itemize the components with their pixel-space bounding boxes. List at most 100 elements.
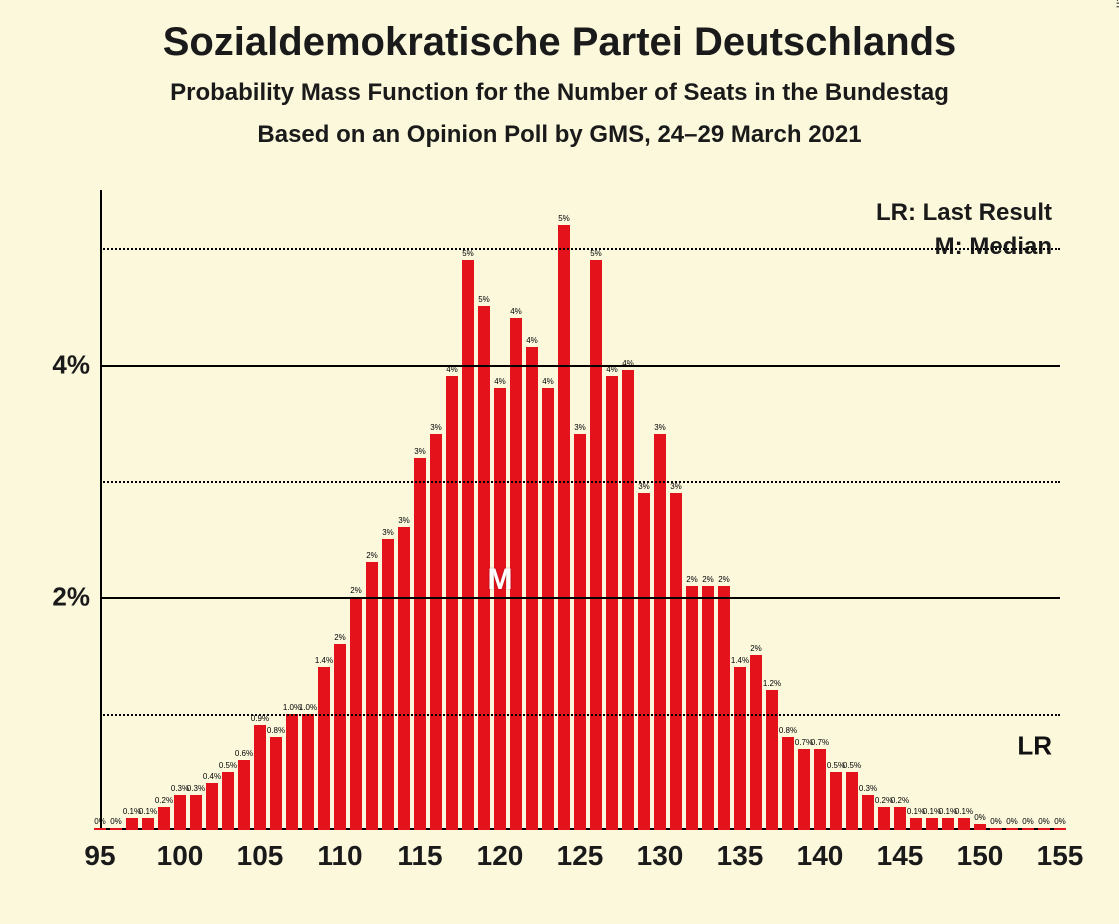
- bar: 2%: [334, 644, 346, 830]
- bar: 4%: [622, 370, 634, 830]
- plot-area: 0%0%0.1%0.1%0.2%0.3%0.3%0.4%0.5%0.6%0.9%…: [60, 190, 1080, 870]
- x-tick-label: 140: [797, 830, 844, 872]
- median-marker: M: [488, 563, 513, 597]
- subtitle-1: Probability Mass Function for the Number…: [0, 79, 1119, 107]
- bar-value-label: 4%: [510, 307, 522, 316]
- bar: 0.8%: [270, 737, 282, 830]
- bar: 4%: [494, 388, 506, 830]
- bar-value-label: 0.7%: [811, 738, 829, 747]
- bar: 1.2%: [766, 690, 778, 830]
- bar: 0.2%: [158, 807, 170, 830]
- x-tick-label: 155: [1037, 830, 1084, 872]
- bar-value-label: 0.8%: [779, 726, 797, 735]
- x-tick-label: 145: [877, 830, 924, 872]
- bar-value-label: 1.4%: [731, 656, 749, 665]
- bar-value-label: 2%: [718, 575, 730, 584]
- bar-value-label: 3%: [654, 423, 666, 432]
- bar: 3%: [654, 434, 666, 830]
- bar: 3%: [430, 434, 442, 830]
- gridline-major: [100, 365, 1060, 367]
- bar: 2%: [750, 655, 762, 830]
- legend-m: M: Median: [876, 230, 1052, 264]
- bar: 3%: [398, 527, 410, 830]
- bar: 3%: [638, 493, 650, 830]
- bar: 3%: [382, 539, 394, 830]
- bar-value-label: 5%: [462, 249, 474, 258]
- bar-value-label: 2%: [366, 551, 378, 560]
- bar: 1.0%: [302, 714, 314, 830]
- bar: 0.1%: [926, 818, 938, 830]
- x-tick-label: 135: [717, 830, 764, 872]
- bar: 0%: [1006, 828, 1018, 830]
- bar-value-label: 0.3%: [859, 784, 877, 793]
- x-tick-label: 110: [317, 830, 362, 872]
- bar: 3%: [574, 434, 586, 830]
- bar-value-label: 0.6%: [235, 749, 253, 758]
- bar-value-label: 1.0%: [299, 703, 317, 712]
- gridline-minor: [100, 248, 1060, 250]
- x-tick-label: 105: [237, 830, 284, 872]
- bar: 3%: [670, 493, 682, 830]
- bar-value-label: 4%: [606, 365, 618, 374]
- bar-value-label: 4%: [446, 365, 458, 374]
- legend: LR: Last Result M: Median: [876, 196, 1052, 263]
- gridline-minor: [100, 481, 1060, 483]
- bar-value-label: 0%: [94, 817, 106, 826]
- bar: 4%: [542, 388, 554, 830]
- bar-value-label: 3%: [430, 423, 442, 432]
- bar: 2%: [702, 586, 714, 830]
- bar-value-label: 2%: [350, 586, 362, 595]
- bar: 0.1%: [942, 818, 954, 830]
- bar: 0.9%: [254, 725, 266, 830]
- bar: 0.2%: [894, 807, 906, 830]
- titles-block: Sozialdemokratische Partei Deutschlands …: [0, 0, 1119, 149]
- bar: 4%: [526, 347, 538, 830]
- bar-value-label: 0%: [1054, 817, 1066, 826]
- bar: 0%: [1022, 828, 1034, 830]
- bar-value-label: 0.2%: [891, 796, 909, 805]
- chart-page: © 2021 Filip van Laenen Sozialdemokratis…: [0, 0, 1119, 924]
- x-tick-label: 125: [557, 830, 604, 872]
- bar: 0.1%: [142, 818, 154, 830]
- bar-value-label: 0%: [1038, 817, 1050, 826]
- bar-value-label: 0.5%: [843, 761, 861, 770]
- bar: 0.1%: [910, 818, 922, 830]
- y-tick-label: 2%: [52, 582, 100, 613]
- bar-value-label: 0.2%: [155, 796, 173, 805]
- bar: 0.8%: [782, 737, 794, 830]
- x-tick-label: 120: [477, 830, 524, 872]
- bar-value-label: 1.4%: [315, 656, 333, 665]
- bar-value-label: 3%: [382, 528, 394, 537]
- bar-value-label: 2%: [334, 633, 346, 642]
- bar-value-label: 0.5%: [219, 761, 237, 770]
- x-tick-label: 95: [84, 830, 115, 872]
- bar-value-label: 5%: [478, 295, 490, 304]
- bar: 0.7%: [814, 749, 826, 830]
- bar-value-label: 0.9%: [251, 714, 269, 723]
- plot: 0%0%0.1%0.1%0.2%0.3%0.3%0.4%0.5%0.6%0.9%…: [100, 190, 1060, 830]
- bar: 5%: [590, 260, 602, 830]
- bar: 5%: [462, 260, 474, 830]
- bar-value-label: 5%: [558, 214, 570, 223]
- bar-value-label: 0.1%: [139, 807, 157, 816]
- bar-value-label: 1.2%: [763, 679, 781, 688]
- bar: 5%: [558, 225, 570, 830]
- bar: 0.2%: [878, 807, 890, 830]
- bar: 2%: [718, 586, 730, 830]
- bar: 0.7%: [798, 749, 810, 830]
- page-title: Sozialdemokratische Partei Deutschlands: [0, 20, 1119, 65]
- bar-value-label: 0.4%: [203, 772, 221, 781]
- bar: 0.4%: [206, 783, 218, 830]
- bar-value-label: 0%: [1022, 817, 1034, 826]
- bar-value-label: 2%: [686, 575, 698, 584]
- bar: 1.4%: [318, 667, 330, 830]
- lr-marker: LR: [1017, 731, 1052, 762]
- bar: 0.3%: [862, 795, 874, 830]
- gridline-major: [100, 597, 1060, 599]
- bar-value-label: 3%: [398, 516, 410, 525]
- bar-value-label: 0.3%: [187, 784, 205, 793]
- legend-lr: LR: Last Result: [876, 196, 1052, 230]
- bar: 0.1%: [126, 818, 138, 830]
- bar: 0.5%: [830, 772, 842, 830]
- bar-value-label: 0.8%: [267, 726, 285, 735]
